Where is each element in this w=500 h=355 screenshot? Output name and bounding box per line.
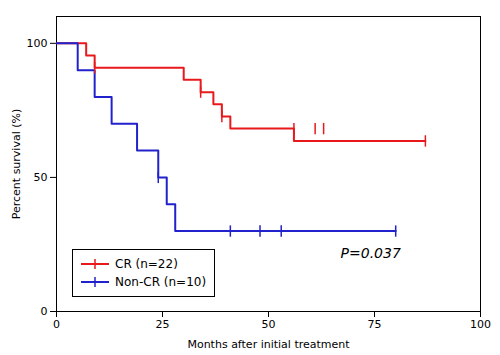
svg-text:50: 50 <box>34 171 48 184</box>
svg-text:Percent survival (%): Percent survival (%) <box>10 109 23 220</box>
svg-text:25: 25 <box>156 318 170 331</box>
svg-text:100: 100 <box>27 37 48 50</box>
svg-text:Months after initial treatment: Months after initial treatment <box>187 338 350 351</box>
svg-text:0: 0 <box>41 305 48 318</box>
svg-text:0: 0 <box>53 318 60 331</box>
svg-text:75: 75 <box>368 318 382 331</box>
svg-text:100: 100 <box>470 318 491 331</box>
html-text:CR (n=22): CR (n=22) <box>115 257 178 271</box>
svg-text:50: 50 <box>262 318 276 331</box>
html-text:Non-CR (n=10): Non-CR (n=10) <box>115 275 207 289</box>
svg-text:P=0.037: P=0.037 <box>341 245 401 261</box>
